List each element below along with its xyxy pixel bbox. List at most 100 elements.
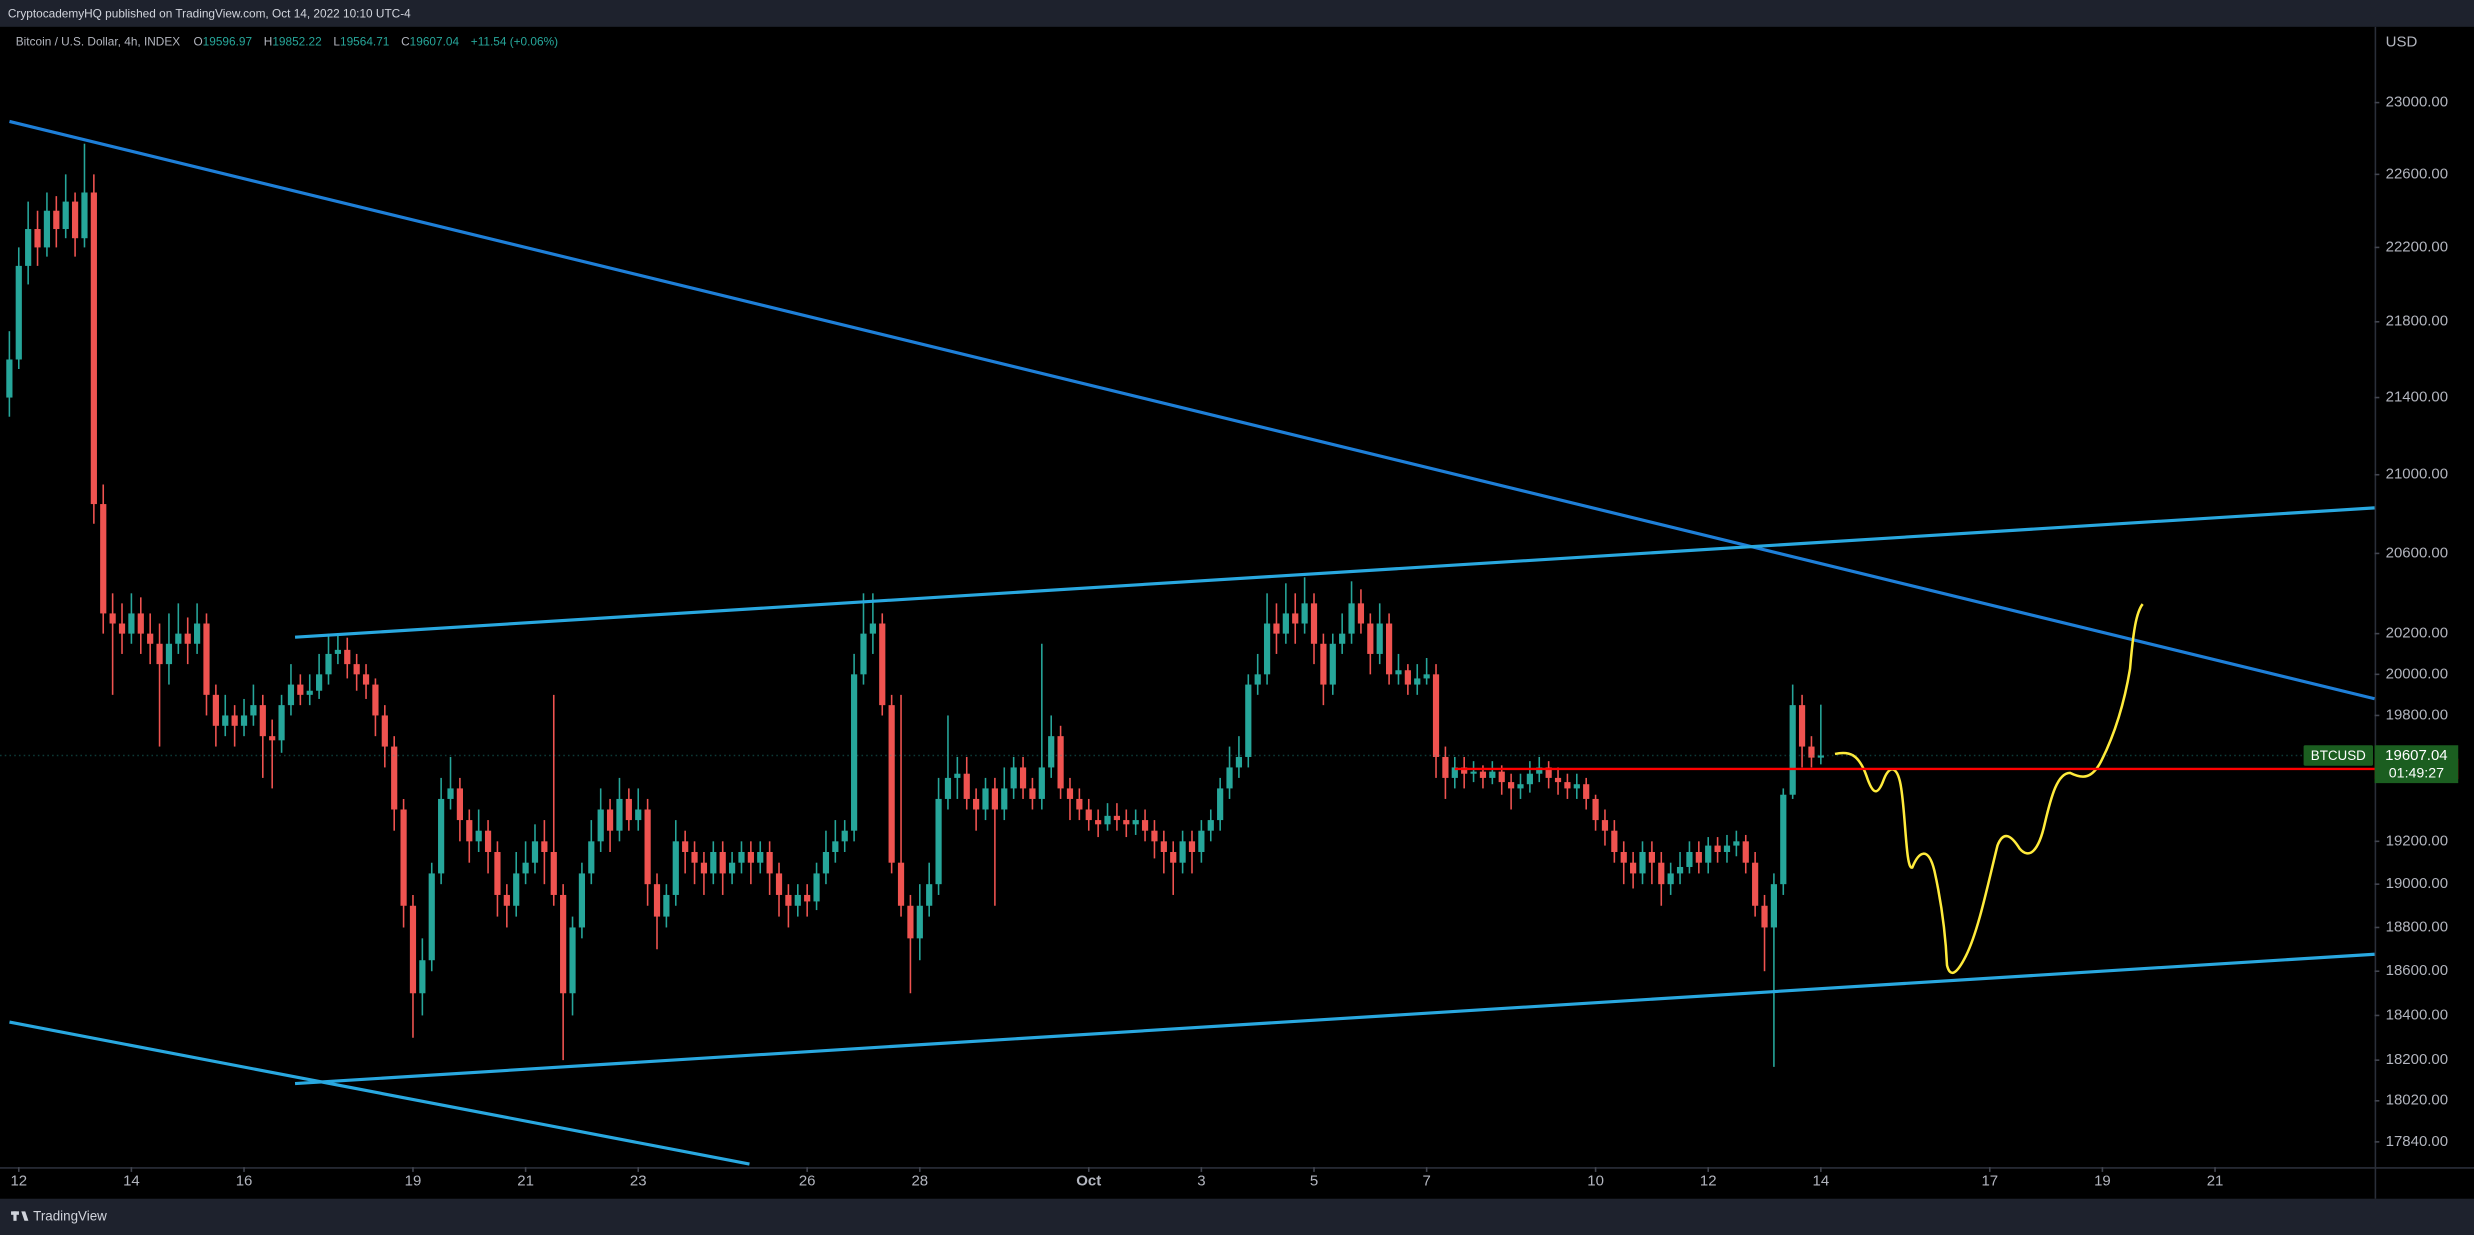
candle-body: [175, 633, 182, 644]
candle-body: [494, 851, 501, 895]
candle-body: [1263, 623, 1271, 675]
candle-body: [90, 192, 97, 505]
candle-body: [1151, 830, 1158, 842]
candle-body: [1207, 820, 1214, 831]
candle-body: [588, 841, 595, 874]
candle-body: [757, 851, 764, 863]
candle-body: [738, 851, 745, 863]
candle-body: [456, 788, 463, 821]
drawings: [9, 119, 2375, 1166]
legend-c-label: C: [401, 35, 410, 49]
candle-body: [935, 798, 942, 885]
candle-body: [475, 830, 482, 842]
legend-title: Bitcoin / U.S. Dollar, 4h, INDEX: [16, 35, 180, 49]
footer-brand: TradingView: [33, 1208, 107, 1223]
channel-lower: [294, 952, 2375, 1086]
candle-body: [212, 694, 219, 726]
candle-body: [400, 809, 407, 906]
candle-body: [194, 623, 201, 644]
candle-body: [447, 788, 454, 799]
last-price-box: [2374, 745, 2459, 784]
x-tick-label: 28: [911, 1172, 928, 1189]
candle-body: [287, 684, 295, 706]
candle-body: [15, 265, 22, 360]
candle-body: [428, 873, 435, 961]
candle-body: [1057, 736, 1064, 789]
candle-body: [184, 633, 191, 644]
candle-body: [438, 798, 445, 874]
candle-body: [991, 788, 998, 810]
y-tick-label: 18200.00: [2386, 1051, 2448, 1068]
candle-body: [1630, 862, 1637, 874]
candle-body: [1010, 767, 1017, 789]
candle-body: [1320, 643, 1327, 685]
x-tick-label: 12: [1700, 1172, 1717, 1189]
candle-body: [804, 894, 811, 902]
candle-body: [1770, 884, 1778, 928]
y-tick-label: 20600.00: [2386, 544, 2448, 561]
x-tick-label: 17: [1981, 1172, 1998, 1189]
y-tick-label: 21800.00: [2386, 313, 2448, 330]
y-tick-label: 17840.00: [2386, 1133, 2448, 1150]
candle-body: [278, 705, 285, 741]
candle-body: [560, 894, 567, 994]
candle-body: [700, 862, 708, 874]
countdown-label: 01:49:27: [2389, 765, 2444, 781]
candle-body: [53, 210, 60, 230]
candle-body: [409, 905, 417, 994]
candle-body: [879, 623, 886, 706]
symbol-label: BTCUSD: [2311, 748, 2366, 763]
candle-body: [362, 674, 370, 685]
candle-body: [1667, 873, 1674, 885]
candle-body: [1198, 830, 1205, 852]
candle-body: [728, 862, 736, 874]
candle-body: [794, 894, 801, 906]
candle-body: [569, 927, 576, 994]
x-tick-label: 14: [1813, 1172, 1830, 1189]
last-price-label: 19607.04: [2385, 747, 2447, 764]
candle-body: [663, 894, 670, 917]
candle-body: [1498, 771, 1505, 783]
candle-body: [381, 715, 388, 747]
candle-body: [616, 798, 623, 831]
candle-body: [1160, 841, 1167, 852]
y-tick-label: 22200.00: [2386, 238, 2448, 255]
candle-body: [775, 873, 783, 895]
candle-body: [973, 798, 980, 810]
legend-l-label: L: [333, 35, 340, 49]
candle-body: [1329, 643, 1336, 685]
candle-body: [118, 623, 126, 634]
candle-body: [625, 798, 632, 821]
candle-body: [1705, 845, 1712, 863]
candle-body: [1132, 820, 1139, 825]
candle-body: [344, 649, 351, 665]
candle-body: [954, 773, 961, 778]
candle-body: [597, 809, 604, 842]
candle-body: [1648, 851, 1655, 863]
candle-body: [269, 736, 276, 741]
candle-body: [156, 643, 163, 665]
candle-body: [1620, 851, 1627, 863]
candle-body: [1385, 623, 1393, 675]
candle-body: [1545, 767, 1552, 778]
candle-body: [1254, 674, 1261, 685]
candle-body: [1104, 815, 1111, 825]
candle-body: [1019, 767, 1027, 789]
candle-body: [710, 851, 717, 874]
candle-body: [128, 613, 135, 634]
candle-body: [1686, 851, 1693, 867]
candle-body: [1526, 773, 1533, 785]
x-tick-label: 26: [799, 1172, 816, 1189]
candles: [6, 143, 1824, 1067]
candle-body: [259, 705, 266, 737]
candle-body: [578, 873, 586, 928]
candle-body: [1170, 851, 1177, 863]
candle-body: [963, 773, 970, 799]
logo-part: [13, 1211, 17, 1221]
candle-body: [34, 229, 41, 248]
candle-body: [484, 830, 492, 852]
candle-body: [1310, 603, 1318, 644]
